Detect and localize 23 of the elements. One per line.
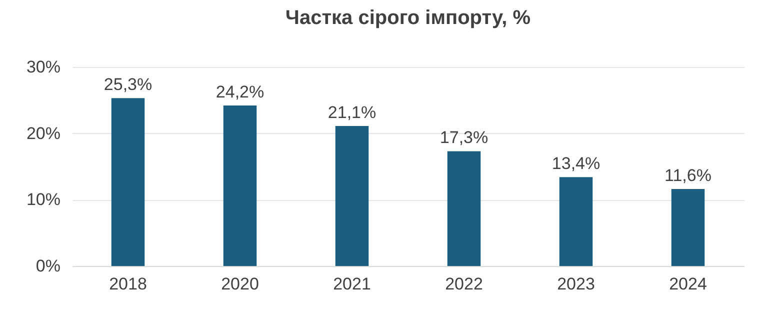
data-label: 25,3% [104,75,152,94]
bar [447,151,481,266]
x-tick-label: 2021 [333,274,371,294]
bar [559,177,593,266]
bar [111,98,145,266]
x-tick-label: 2024 [669,274,707,294]
chart-title: Частка сірого імпорту, % [285,7,531,29]
bar [223,105,257,266]
x-tick-label: 2022 [445,274,483,294]
data-label: 24,2% [216,82,264,102]
data-label: 11,6% [664,166,712,186]
x-tick-label: 2020 [221,274,259,294]
y-tick-label: 30% [26,58,60,76]
data-label: 17,3% [440,128,488,148]
data-label: 21,1% [328,103,376,122]
bar [335,126,369,266]
y-tick-label: 0% [36,256,60,276]
y-tick-label: 10% [26,190,60,210]
y-tick-label: 20% [26,124,60,143]
bar [671,189,705,266]
data-label: 13,4% [552,154,600,174]
x-tick-label: 2018 [109,274,147,294]
x-tick-label: 2023 [557,274,595,294]
